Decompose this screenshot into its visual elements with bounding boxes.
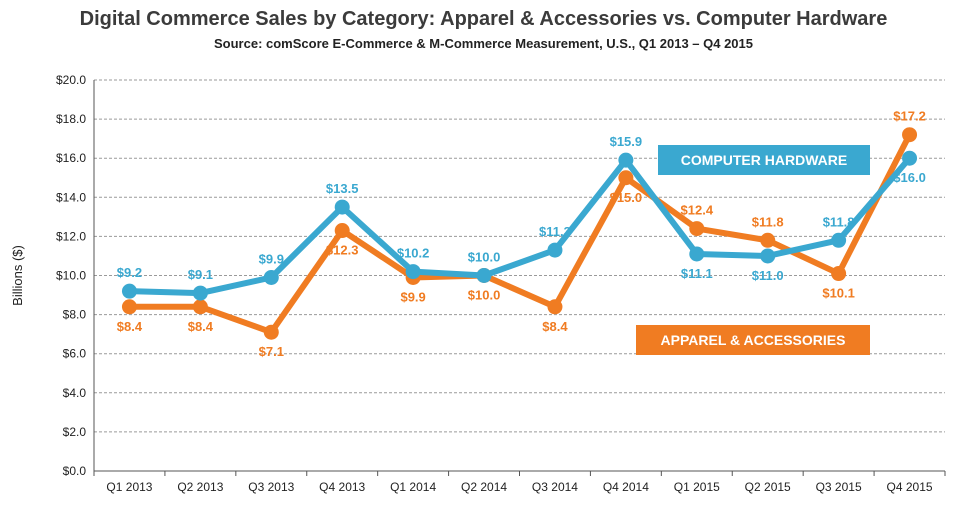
data-point — [547, 299, 563, 315]
chart-subtitle: Source: comScore E-Commerce & M-Commerce… — [214, 36, 753, 51]
data-label: $11.8 — [823, 214, 855, 229]
legend-box — [636, 325, 870, 355]
data-label: $10.0 — [468, 288, 501, 303]
data-label: $8.4 — [117, 319, 143, 334]
data-point — [121, 283, 137, 299]
data-label: $8.4 — [188, 319, 214, 334]
data-point — [192, 285, 208, 301]
data-point — [902, 127, 918, 143]
data-label: $10.0 — [468, 250, 501, 265]
data-point — [902, 150, 918, 166]
y-tick-label: $8.0 — [63, 308, 87, 322]
y-tick-label: $2.0 — [63, 425, 87, 439]
y-tick-label: $6.0 — [63, 347, 87, 361]
data-point — [263, 324, 279, 340]
data-label: $13.5 — [326, 181, 359, 196]
data-point — [547, 242, 563, 258]
x-tick-label: Q1 2015 — [674, 480, 720, 494]
data-point — [334, 223, 350, 239]
data-label: $15.0 — [610, 190, 643, 205]
x-tick-label: Q4 2013 — [319, 480, 365, 494]
series-line — [126, 131, 913, 336]
y-tick-label: $12.0 — [56, 229, 86, 243]
data-point — [760, 248, 776, 264]
data-label: $11.1 — [681, 266, 713, 281]
data-label: $10.2 — [397, 246, 430, 261]
data-point — [334, 199, 350, 215]
data-point — [618, 170, 634, 186]
data-label: $15.9 — [610, 134, 643, 149]
data-label: $8.4 — [542, 319, 568, 334]
y-tick-label: $0.0 — [63, 464, 87, 478]
x-tick-label: Q3 2015 — [816, 480, 862, 494]
data-label: $11.0 — [752, 268, 784, 283]
data-label: $11.8 — [752, 214, 784, 229]
series-line — [126, 155, 913, 297]
data-label: $9.9 — [400, 289, 425, 304]
data-label: $10.1 — [822, 286, 855, 301]
x-tick-label: Q3 2013 — [248, 480, 294, 494]
y-tick-label: $16.0 — [56, 151, 86, 165]
x-tick-label: Q2 2014 — [461, 480, 507, 494]
x-tick-label: Q1 2013 — [106, 480, 152, 494]
data-point — [760, 232, 776, 248]
y-tick-label: $14.0 — [56, 190, 86, 204]
x-tick-label: Q4 2015 — [887, 480, 933, 494]
data-point — [476, 268, 492, 283]
y-tick-label: $10.0 — [56, 269, 86, 283]
data-label: $17.2 — [893, 109, 926, 124]
legend-label: COMPUTER HARDWARE — [681, 152, 847, 168]
data-label: $16.0 — [893, 170, 926, 185]
data-label: $9.2 — [117, 265, 142, 280]
data-point — [689, 246, 705, 262]
y-axis-label: Billions ($) — [10, 245, 25, 306]
data-point — [689, 221, 705, 237]
data-point — [263, 269, 279, 285]
data-label: $7.1 — [259, 344, 284, 359]
data-point — [405, 264, 421, 280]
data-label: $9.9 — [259, 251, 284, 266]
y-tick-label: $4.0 — [63, 386, 87, 400]
chart-title: Digital Commerce Sales by Category: Appa… — [79, 8, 888, 30]
x-tick-label: Q2 2013 — [177, 480, 223, 494]
legend-box — [658, 145, 870, 175]
legend-label: APPAREL & ACCESSORIES — [661, 332, 846, 348]
x-tick-label: Q1 2014 — [390, 480, 436, 494]
data-label: $9.1 — [188, 267, 213, 282]
data-point — [121, 299, 137, 315]
data-point — [831, 266, 847, 282]
data-point — [618, 152, 634, 168]
y-tick-label: $20.0 — [56, 73, 86, 87]
data-label: $12.4 — [681, 203, 714, 218]
x-tick-label: Q4 2014 — [603, 480, 649, 494]
x-tick-label: Q2 2015 — [745, 480, 791, 494]
data-label: $11.3 — [539, 224, 571, 239]
y-tick-label: $18.0 — [56, 112, 86, 126]
data-point — [192, 299, 208, 315]
x-tick-label: Q3 2014 — [532, 480, 578, 494]
data-point — [831, 232, 847, 248]
data-label: $12.3 — [326, 243, 359, 258]
